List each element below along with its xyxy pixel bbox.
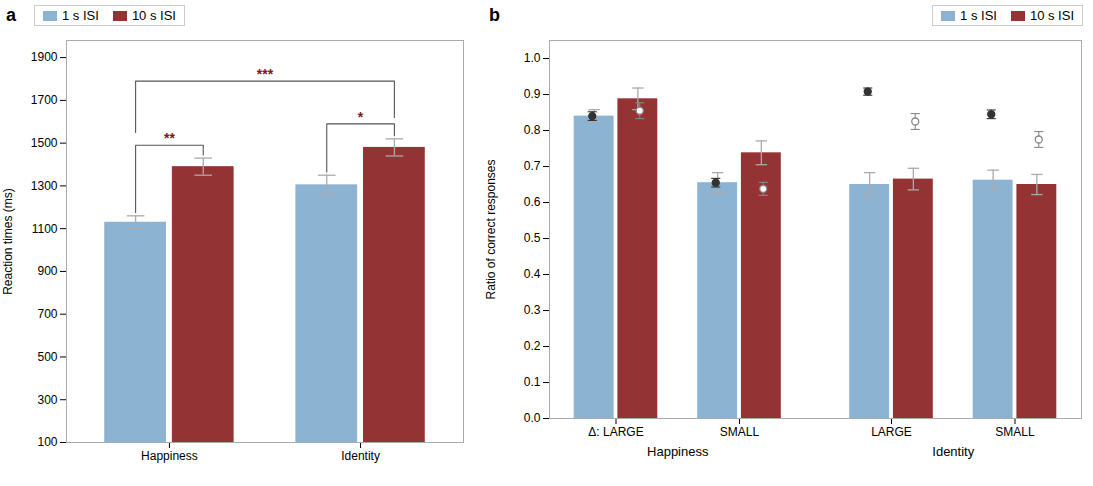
svg-text:Reaction times (ms): Reaction times (ms) xyxy=(1,188,15,295)
svg-text:SMALL: SMALL xyxy=(720,425,760,439)
svg-text:0.0: 0.0 xyxy=(524,411,541,425)
html-text:1 s ISI: 1 s ISI xyxy=(960,7,997,23)
svg-text:Ratio of correct responses: Ratio of correct responses xyxy=(484,159,498,299)
svg-text:0.1: 0.1 xyxy=(524,375,541,389)
svg-text:SMALL: SMALL xyxy=(995,425,1035,439)
svg-text:0.7: 0.7 xyxy=(524,159,541,173)
svg-text:***: *** xyxy=(257,66,274,82)
svg-text:0.3: 0.3 xyxy=(524,303,541,317)
svg-text:Identity: Identity xyxy=(932,444,974,459)
svg-text:1100: 1100 xyxy=(32,222,58,236)
svg-text:0.4: 0.4 xyxy=(524,267,541,281)
html-text:b: b xyxy=(489,4,500,25)
svg-text:100: 100 xyxy=(37,435,57,449)
svg-text:Happiness: Happiness xyxy=(647,444,709,459)
svg-text:0.9: 0.9 xyxy=(524,87,541,101)
svg-text:900: 900 xyxy=(37,264,57,278)
html-text:1 s ISI: 1 s ISI xyxy=(62,7,99,23)
svg-text:1.0: 1.0 xyxy=(524,51,541,65)
svg-text:700: 700 xyxy=(37,307,57,321)
svg-text:1300: 1300 xyxy=(31,179,58,193)
html-text:10 s ISI: 10 s ISI xyxy=(1029,7,1074,23)
html-text:a: a xyxy=(6,4,16,25)
svg-text:LARGE: LARGE xyxy=(871,425,912,439)
svg-text:Identity: Identity xyxy=(341,449,380,463)
svg-text:500: 500 xyxy=(37,350,57,364)
svg-text:1900: 1900 xyxy=(31,50,58,64)
svg-text:1700: 1700 xyxy=(31,93,58,107)
svg-text:Happiness: Happiness xyxy=(141,449,198,463)
svg-text:**: ** xyxy=(164,130,175,146)
html-text:10 s ISI: 10 s ISI xyxy=(131,7,176,23)
svg-text:0.8: 0.8 xyxy=(524,123,541,137)
svg-text:0.6: 0.6 xyxy=(524,195,541,209)
svg-text:0.5: 0.5 xyxy=(524,231,541,245)
svg-text:300: 300 xyxy=(37,393,57,407)
svg-text:*: * xyxy=(358,109,364,125)
svg-text:1500: 1500 xyxy=(31,136,58,150)
svg-text:Δ: LARGE: Δ: LARGE xyxy=(588,425,643,439)
svg-text:0.2: 0.2 xyxy=(524,339,541,353)
